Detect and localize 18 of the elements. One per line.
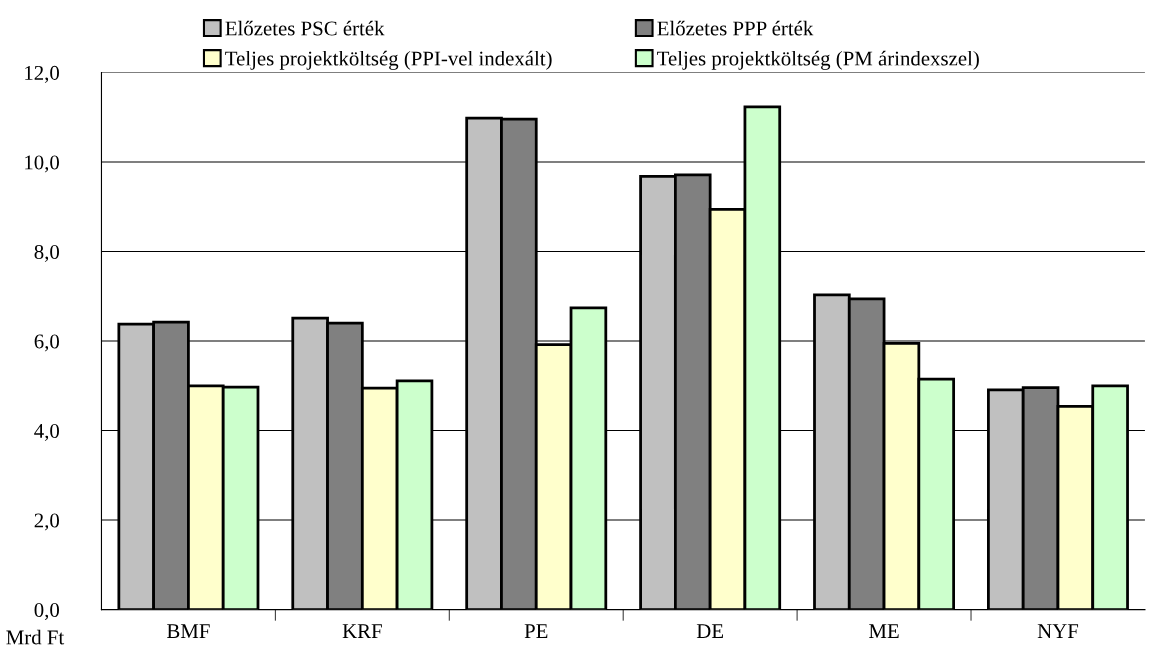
x-tick-label: BMF bbox=[167, 624, 210, 638]
y-tick-label: 2,0 bbox=[34, 513, 59, 531]
x-tick-label: KRF bbox=[342, 624, 382, 638]
legend-label: Teljes projektköltség (PPI-vel indexált) bbox=[225, 50, 552, 70]
legend-label: Teljes projektköltség (PM árindexszel) bbox=[657, 50, 979, 70]
y-tick-label: 0,0 bbox=[34, 602, 59, 621]
text: Mrd Ft bbox=[6, 629, 65, 645]
x-tick-label: NYF bbox=[1037, 624, 1079, 638]
x-tick-label: PE bbox=[524, 624, 548, 638]
legend-label: Előzetes PPP érték bbox=[657, 20, 814, 36]
y-tick-label: 6,0 bbox=[34, 334, 59, 352]
y-tick-label: 10,0 bbox=[25, 155, 59, 173]
x-tick-label: ME bbox=[869, 624, 899, 638]
y-tick-label: 4,0 bbox=[34, 423, 59, 441]
x-tick-label: DE bbox=[696, 624, 723, 638]
y-tick-label: 8,0 bbox=[34, 244, 59, 262]
legend-label: Előzetes PSC érték bbox=[225, 20, 385, 36]
y-tick-label: 12,0 bbox=[25, 65, 59, 83]
